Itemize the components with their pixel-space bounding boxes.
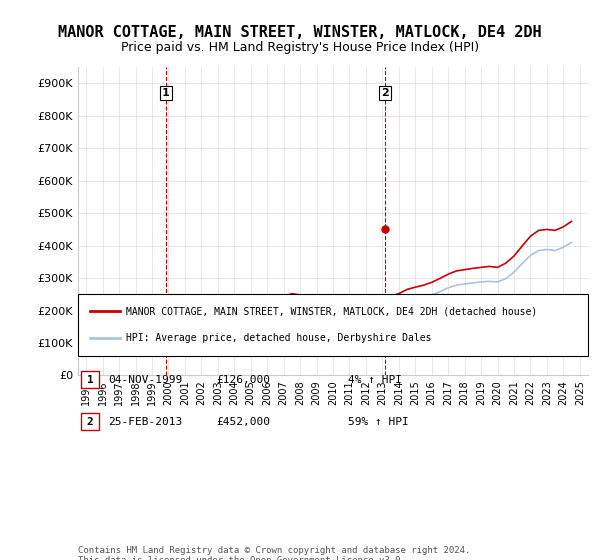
Text: 2: 2 xyxy=(86,417,94,427)
Text: 59% ↑ HPI: 59% ↑ HPI xyxy=(348,417,409,427)
Text: £126,000: £126,000 xyxy=(216,375,270,385)
Text: 2: 2 xyxy=(381,88,389,98)
Text: 25-FEB-2013: 25-FEB-2013 xyxy=(108,417,182,427)
Text: 1: 1 xyxy=(86,375,94,385)
Text: MANOR COTTAGE, MAIN STREET, WINSTER, MATLOCK, DE4 2DH: MANOR COTTAGE, MAIN STREET, WINSTER, MAT… xyxy=(58,25,542,40)
Text: £452,000: £452,000 xyxy=(216,417,270,427)
Text: 4% ↑ HPI: 4% ↑ HPI xyxy=(348,375,402,385)
Text: MANOR COTTAGE, MAIN STREET, WINSTER, MATLOCK, DE4 2DH (detached house): MANOR COTTAGE, MAIN STREET, WINSTER, MAT… xyxy=(126,306,537,316)
Text: 04-NOV-1999: 04-NOV-1999 xyxy=(108,375,182,385)
Text: Price paid vs. HM Land Registry's House Price Index (HPI): Price paid vs. HM Land Registry's House … xyxy=(121,41,479,54)
Text: Contains HM Land Registry data © Crown copyright and database right 2024.
This d: Contains HM Land Registry data © Crown c… xyxy=(78,546,470,560)
Text: HPI: Average price, detached house, Derbyshire Dales: HPI: Average price, detached house, Derb… xyxy=(126,333,431,343)
Text: 1: 1 xyxy=(162,88,170,98)
